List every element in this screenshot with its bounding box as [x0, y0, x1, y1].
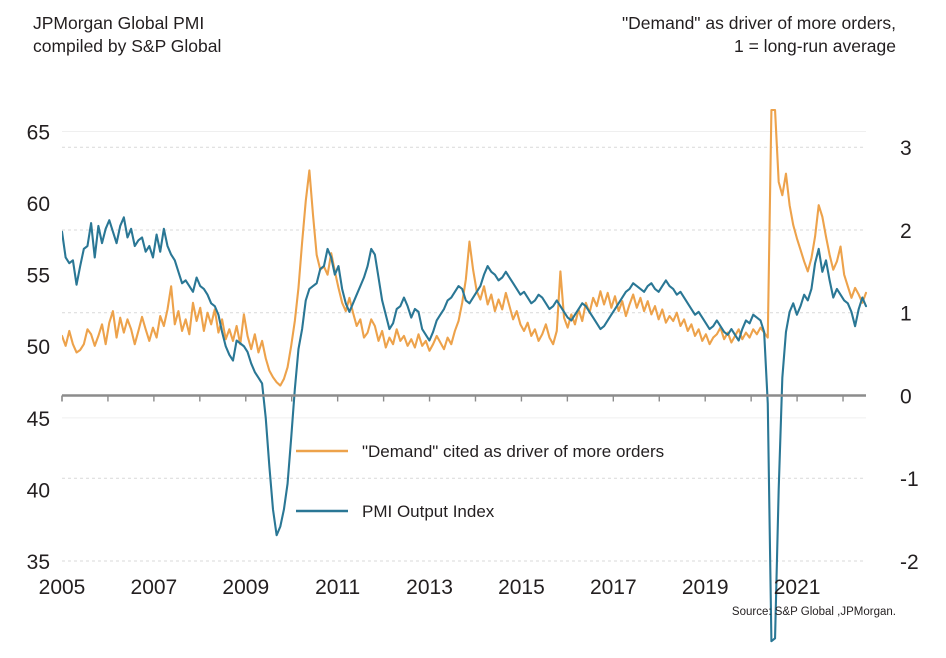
y-axis-left-tick-label: 55 [27, 265, 50, 288]
source-note: Source: S&P Global ,JPMorgan. [731, 606, 896, 618]
chart-title-right: "Demand" as driver of more orders, 1 = lo… [622, 12, 896, 58]
x-axis-tick-label: 2007 [131, 576, 178, 599]
y-axis-right-tick-label: 3 [900, 137, 912, 160]
x-axis-tick-label: 2021 [774, 576, 821, 599]
x-axis-tick-label: 2017 [590, 576, 637, 599]
y-axis-left-tick-label: 50 [27, 336, 50, 359]
chart-title-left-line2: compiled by S&P Global [33, 36, 222, 56]
chart-title-left: JPMorgan Global PMI compiled by S&P Globa… [33, 12, 221, 58]
x-axis-tick-label: 2009 [222, 576, 269, 599]
y-axis-left-tick-label: 60 [27, 193, 50, 216]
x-axis-tick-label: 2011 [315, 576, 360, 599]
x-axis-tick-label: 2005 [39, 576, 86, 599]
y-axis-left-tick-label: 65 [27, 121, 50, 144]
y-axis-left-tick-label: 40 [27, 479, 50, 502]
y-axis-left-tick-label: 35 [27, 551, 50, 574]
y-axis-right-tick-label: -1 [900, 468, 919, 491]
y-axis-right-tick-label: 0 [900, 385, 912, 408]
x-axis-tick-label: 2019 [682, 576, 729, 599]
y-axis-right-tick-label: -2 [900, 551, 919, 574]
y-axis-right-tick-label: 1 [900, 303, 912, 326]
chart-title-right-line2: 1 = long-run average [734, 36, 896, 56]
x-axis-tick-label: 2013 [406, 576, 453, 599]
legend-label-1: PMI Output Index [362, 502, 495, 521]
legend-label-0: "Demand" cited as driver of more orders [362, 442, 664, 461]
x-axis-tick-label: 2015 [498, 576, 545, 599]
series-group [62, 108, 868, 643]
chart-title-left-line1: JPMorgan Global PMI [33, 13, 205, 33]
y-axis-right-tick-label: 2 [900, 220, 912, 243]
y-axis-left-tick-label: 45 [27, 408, 50, 431]
chart-title-right-line1: "Demand" as driver of more orders, [621, 13, 896, 33]
series-line-demand [62, 108, 868, 387]
series-line-pmi [62, 216, 868, 643]
